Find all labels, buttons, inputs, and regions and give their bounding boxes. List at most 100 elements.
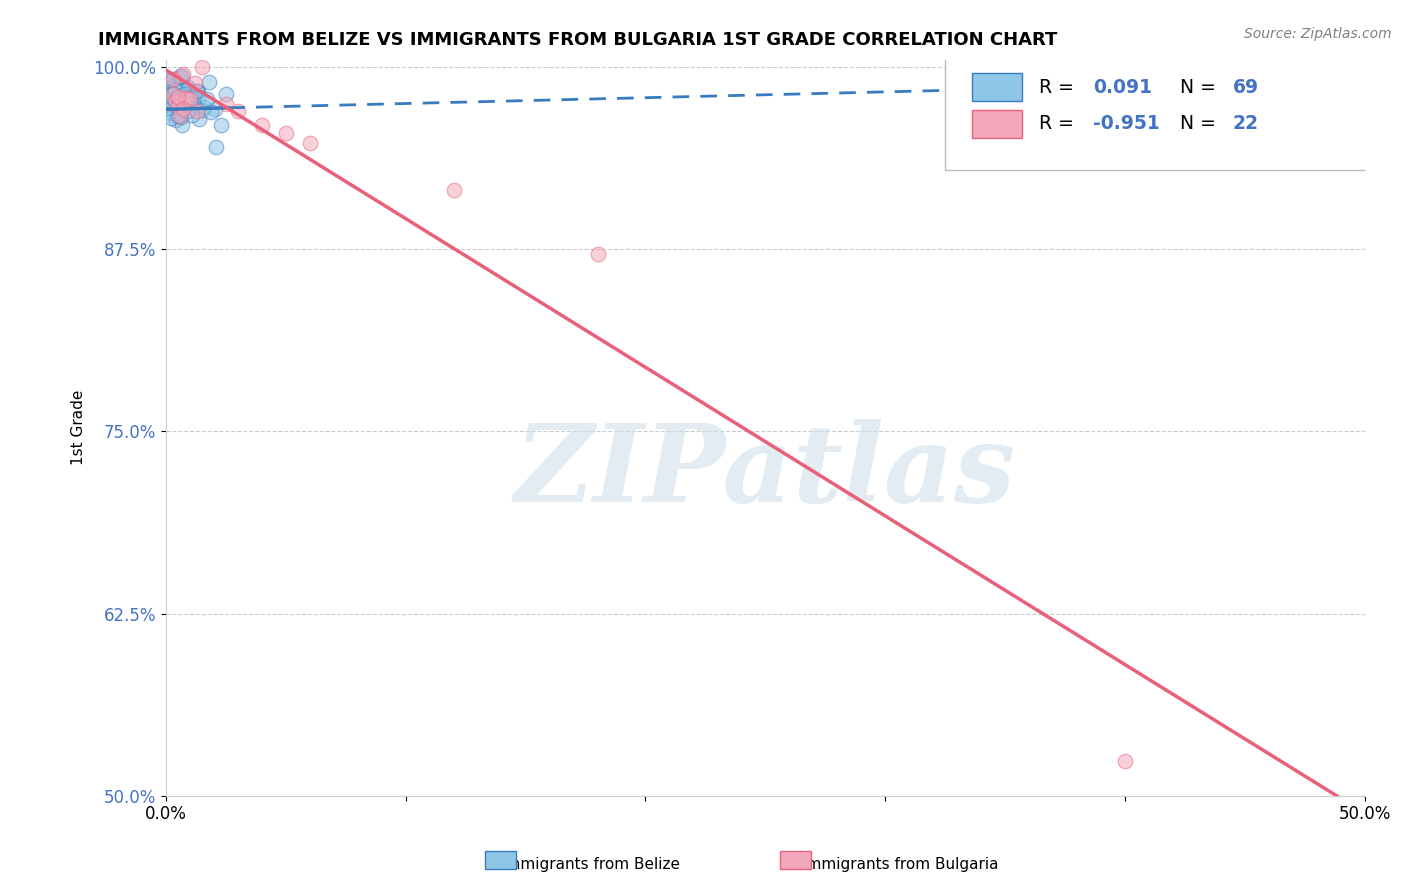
Point <box>172 67 194 81</box>
Point <box>156 88 179 103</box>
Point <box>443 182 465 196</box>
Point <box>180 93 202 107</box>
Point <box>156 85 179 99</box>
Point <box>162 87 184 101</box>
Point <box>165 101 187 115</box>
Point <box>165 113 187 128</box>
Point <box>172 103 194 117</box>
Point <box>156 93 179 107</box>
Point <box>174 87 197 102</box>
Text: Source: ZipAtlas.com: Source: ZipAtlas.com <box>1244 27 1392 41</box>
Point <box>215 96 238 111</box>
Point <box>156 81 179 95</box>
Point <box>162 90 184 104</box>
Point <box>163 95 186 110</box>
Point <box>156 101 179 115</box>
Point <box>167 70 190 85</box>
Text: R =: R = <box>1039 78 1080 96</box>
Point <box>157 96 180 111</box>
Point <box>162 72 184 87</box>
Point <box>186 85 208 99</box>
Point <box>167 89 190 103</box>
Point <box>170 110 193 124</box>
Point <box>176 91 198 105</box>
Point <box>162 87 184 102</box>
Point <box>159 75 181 89</box>
Point <box>215 87 238 101</box>
Point <box>160 95 183 110</box>
Point <box>180 90 202 104</box>
Point <box>298 136 321 150</box>
FancyBboxPatch shape <box>945 56 1371 170</box>
Text: N =: N = <box>1180 78 1222 96</box>
Y-axis label: 1st Grade: 1st Grade <box>72 390 86 466</box>
Point <box>163 83 186 97</box>
Point <box>191 103 214 117</box>
Point <box>198 75 221 89</box>
Point <box>160 112 183 126</box>
Bar <box>972 73 1022 101</box>
Point <box>163 95 186 109</box>
Text: R =: R = <box>1039 114 1080 133</box>
Text: Immigrants from Belize: Immigrants from Belize <box>501 857 681 872</box>
Point <box>167 101 190 115</box>
Point <box>186 84 208 98</box>
Point <box>157 72 180 87</box>
Point <box>166 76 188 90</box>
Text: -0.951: -0.951 <box>1092 114 1160 133</box>
Point <box>1114 754 1136 768</box>
Point <box>226 103 249 118</box>
Point <box>167 89 190 103</box>
Point <box>172 70 194 84</box>
Point <box>167 80 190 95</box>
Point <box>205 140 228 154</box>
Point <box>156 77 179 91</box>
Text: 69: 69 <box>1233 78 1258 96</box>
Point <box>176 104 198 119</box>
Point <box>250 119 273 133</box>
Point <box>165 95 187 109</box>
Point <box>166 96 188 111</box>
Point <box>209 118 232 132</box>
Point <box>177 79 200 94</box>
Point <box>167 99 190 113</box>
Point <box>169 110 191 124</box>
Text: ZIPatlas: ZIPatlas <box>515 419 1017 524</box>
Point <box>160 92 183 106</box>
Point <box>156 87 179 102</box>
Point <box>187 92 209 106</box>
Point <box>160 87 183 102</box>
Point <box>586 246 609 260</box>
Point <box>274 126 297 140</box>
Point <box>183 101 205 115</box>
Point <box>186 104 208 119</box>
Point <box>174 93 197 107</box>
Text: IMMIGRANTS FROM BELIZE VS IMMIGRANTS FROM BULGARIA 1ST GRADE CORRELATION CHART: IMMIGRANTS FROM BELIZE VS IMMIGRANTS FRO… <box>98 31 1057 49</box>
Point <box>170 118 193 132</box>
Point <box>156 92 179 106</box>
Point <box>162 87 184 101</box>
Point <box>195 91 218 105</box>
Point <box>157 82 180 96</box>
Point <box>191 60 214 74</box>
Point <box>193 100 215 114</box>
Point <box>165 88 187 103</box>
Point <box>187 84 209 98</box>
Text: N =: N = <box>1180 114 1222 133</box>
Point <box>170 107 193 121</box>
Text: 0.091: 0.091 <box>1092 78 1152 96</box>
Point <box>159 106 181 120</box>
Point <box>165 94 187 108</box>
Point <box>157 85 180 99</box>
Point <box>181 107 204 121</box>
Text: Immigrants from Bulgaria: Immigrants from Bulgaria <box>801 857 998 872</box>
Point <box>188 112 211 127</box>
Point <box>162 91 184 105</box>
Point <box>179 92 201 106</box>
Point <box>156 80 179 95</box>
Point <box>167 109 190 123</box>
Point <box>156 91 179 105</box>
Point <box>183 76 205 90</box>
Point <box>174 91 197 105</box>
Bar <box>972 110 1022 137</box>
